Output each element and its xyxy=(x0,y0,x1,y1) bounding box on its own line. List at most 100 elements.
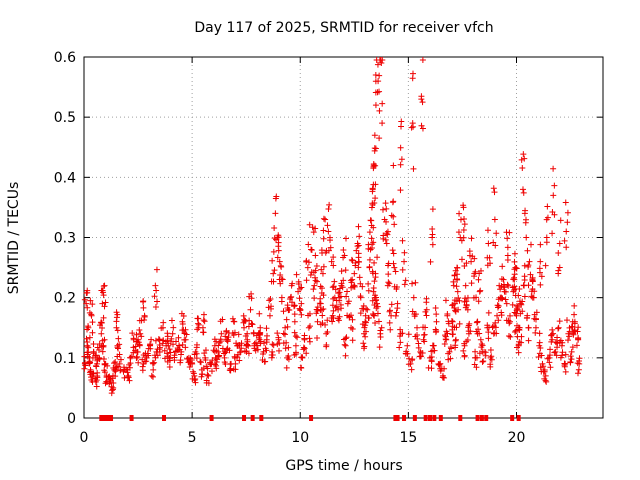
data-point xyxy=(466,248,473,255)
data-point xyxy=(390,162,397,169)
data-point xyxy=(526,258,533,265)
data-point xyxy=(397,187,404,194)
data-point xyxy=(97,319,104,326)
data-point xyxy=(374,300,381,307)
data-point xyxy=(133,338,140,345)
data-point xyxy=(403,348,410,355)
data-point xyxy=(320,306,327,313)
data-point xyxy=(285,344,292,351)
data-point xyxy=(557,217,564,224)
data-point xyxy=(168,317,175,324)
data-point xyxy=(464,337,471,344)
data-point xyxy=(495,317,502,324)
data-point xyxy=(480,358,487,365)
data-point xyxy=(379,120,386,127)
data-point xyxy=(473,294,480,301)
data-point xyxy=(433,318,440,325)
data-point xyxy=(265,304,272,311)
data-point xyxy=(194,326,201,333)
data-point xyxy=(518,156,525,163)
data-point xyxy=(511,271,518,278)
data-point xyxy=(314,334,321,341)
data-point xyxy=(543,216,550,223)
data-point xyxy=(324,317,331,324)
data-point xyxy=(479,358,486,365)
data-point xyxy=(352,262,359,269)
data-point xyxy=(362,319,369,326)
data-point xyxy=(252,339,259,346)
data-point xyxy=(275,334,282,341)
data-point xyxy=(241,316,248,323)
data-point xyxy=(429,226,436,233)
data-point xyxy=(439,374,446,381)
x-tick-label: 0 xyxy=(80,430,89,446)
data-point xyxy=(314,318,321,325)
data-point xyxy=(511,274,518,281)
data-point xyxy=(261,358,268,365)
data-point xyxy=(270,248,277,255)
data-point xyxy=(568,356,575,363)
data-point xyxy=(291,302,298,309)
data-point xyxy=(374,310,381,317)
data-point xyxy=(263,339,270,346)
data-point xyxy=(368,244,375,251)
data-point xyxy=(261,340,268,347)
data-point xyxy=(383,205,390,212)
data-point xyxy=(273,193,280,200)
data-point xyxy=(504,256,511,263)
data-point xyxy=(301,332,308,339)
data-point xyxy=(511,286,518,293)
data-point xyxy=(153,287,160,294)
data-point xyxy=(89,319,96,326)
data-point xyxy=(521,155,528,162)
data-point xyxy=(423,312,430,319)
data-point xyxy=(409,308,416,315)
data-point xyxy=(120,364,127,371)
data-point xyxy=(449,331,456,338)
data-point xyxy=(283,316,290,323)
data-point xyxy=(247,306,254,313)
x-axis-label: GPS time / hours xyxy=(285,458,402,474)
data-point xyxy=(392,312,399,319)
data-point xyxy=(432,305,439,312)
data-point xyxy=(249,321,256,328)
data-point xyxy=(376,344,383,351)
data-point xyxy=(556,264,563,271)
data-point xyxy=(383,240,390,247)
data-point xyxy=(408,357,415,364)
data-point xyxy=(346,313,353,320)
data-point xyxy=(468,235,475,242)
data-point xyxy=(312,274,319,281)
data-point xyxy=(348,284,355,291)
data-point xyxy=(141,317,148,324)
data-point xyxy=(454,288,461,295)
data-point xyxy=(197,358,204,365)
data-point xyxy=(85,349,92,356)
data-point xyxy=(305,312,312,319)
data-point xyxy=(349,337,356,344)
data-point xyxy=(241,324,248,331)
data-point xyxy=(135,359,142,366)
data-point xyxy=(509,301,516,308)
data-point xyxy=(89,301,96,308)
data-point xyxy=(531,311,538,318)
data-point xyxy=(303,277,310,284)
data-point xyxy=(344,288,351,295)
data-point xyxy=(176,346,183,353)
data-point xyxy=(515,326,522,333)
data-point xyxy=(475,276,482,283)
data-point xyxy=(330,283,337,290)
data-point xyxy=(409,280,416,287)
data-point xyxy=(527,241,534,248)
data-point xyxy=(101,336,108,343)
data-point xyxy=(433,311,440,318)
data-point xyxy=(506,320,513,327)
data-point xyxy=(98,330,105,337)
data-point xyxy=(152,304,159,311)
y-tick-label: 0.6 xyxy=(54,50,76,66)
data-point xyxy=(445,320,452,327)
data-point xyxy=(241,347,248,354)
data-point xyxy=(365,287,372,294)
data-point xyxy=(274,254,281,261)
data-point xyxy=(372,102,379,109)
